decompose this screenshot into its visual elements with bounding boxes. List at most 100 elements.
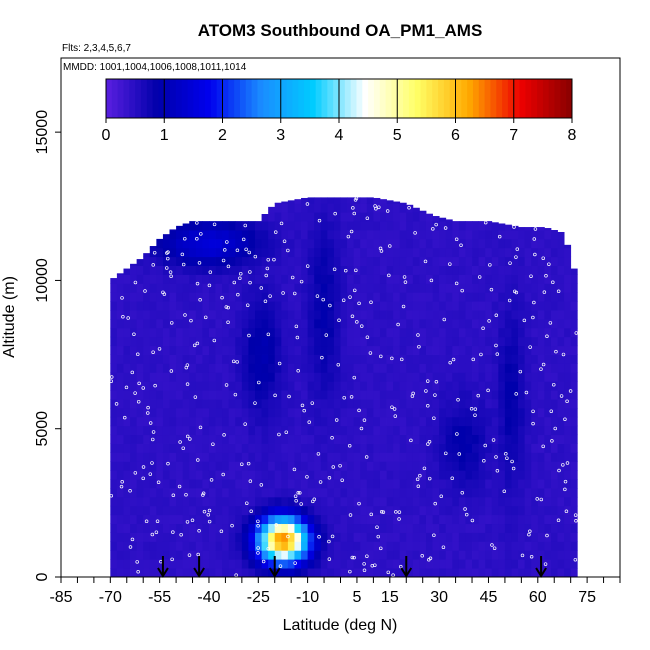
observation-point: [433, 393, 437, 397]
heatmap-cell: [412, 568, 420, 577]
observation-point: [169, 274, 173, 279]
heatmap-cell: [366, 514, 374, 525]
heatmap-cell: [189, 443, 197, 453]
heatmap-cell: [261, 256, 269, 266]
heatmap-cell: [110, 327, 118, 338]
heatmap-cell: [373, 327, 381, 338]
heatmap-cell: [393, 541, 401, 551]
heatmap-cell: [261, 559, 269, 569]
y-axis-label: Altitude (m): [1, 276, 18, 358]
observation-point: [420, 554, 424, 558]
observation-point: [349, 395, 354, 399]
heatmap-cell: [531, 523, 539, 533]
heatmap-cell: [162, 559, 170, 569]
heatmap-cell: [268, 372, 276, 382]
heatmap-cell: [406, 292, 414, 302]
colorbar-swatch: [135, 79, 142, 118]
heatmap-cell: [268, 318, 276, 329]
heatmap-cell: [287, 381, 295, 391]
heatmap-cell: [215, 550, 223, 560]
heatmap-cell: [360, 247, 368, 258]
heatmap-cell: [465, 310, 473, 320]
heatmap-cell: [537, 461, 545, 471]
heatmap-cell: [274, 345, 282, 355]
heatmap-cell: [301, 523, 309, 533]
heatmap-cell: [504, 230, 512, 240]
heatmap-cell: [261, 407, 269, 418]
heatmap-cell: [208, 230, 216, 240]
heatmap-cell: [222, 416, 230, 427]
heatmap-cell: [360, 327, 368, 338]
heatmap-cell: [511, 461, 519, 471]
observation-point: [545, 334, 549, 339]
heatmap-cell: [248, 238, 256, 249]
heatmap-cell: [189, 363, 197, 373]
heatmap-cell: [353, 354, 361, 364]
heatmap-cell: [353, 283, 361, 293]
heatmap-cell: [307, 283, 315, 293]
heatmap-cell: [307, 265, 315, 275]
heatmap-cell: [511, 372, 519, 382]
heatmap-cell: [373, 212, 381, 222]
heatmap-cell: [208, 274, 216, 284]
heatmap-cell: [327, 363, 335, 373]
heatmap-cell: [307, 425, 315, 436]
heatmap-cell: [189, 256, 197, 266]
heatmap-cell: [550, 523, 558, 533]
heatmap-cell: [202, 461, 210, 471]
heatmap-cell: [261, 399, 269, 409]
heatmap-cell: [511, 363, 519, 373]
heatmap-cell: [393, 399, 401, 409]
heatmap-cell: [485, 372, 493, 382]
observation-point: [460, 491, 465, 495]
heatmap-cell: [169, 568, 177, 577]
heatmap-cell: [557, 381, 565, 391]
heatmap-cell: [518, 354, 526, 364]
heatmap-cell: [123, 416, 131, 427]
heatmap-cell: [550, 496, 558, 507]
heatmap-cell: [557, 256, 565, 266]
heatmap-cell: [485, 381, 493, 391]
heatmap-cell: [327, 559, 335, 569]
heatmap-cell: [550, 292, 558, 302]
colorbar-swatch: [187, 79, 194, 118]
heatmap-cell: [222, 345, 230, 355]
heatmap-cell: [347, 256, 355, 266]
heatmap-cell: [524, 363, 532, 373]
observation-point: [531, 421, 535, 426]
x-tick-label: 75: [578, 589, 596, 606]
heatmap-cell: [320, 221, 328, 231]
heatmap-cell: [445, 443, 453, 453]
heatmap-cell: [393, 470, 401, 480]
heatmap-cell: [110, 416, 118, 427]
heatmap-cell: [162, 461, 170, 471]
observation-point: [224, 383, 229, 387]
heatmap-cell: [136, 479, 144, 489]
heatmap-cell: [314, 318, 322, 329]
heatmap-cell: [360, 345, 368, 355]
heatmap-cell: [498, 318, 506, 329]
heatmap-cell: [386, 265, 394, 275]
heatmap-cell: [287, 559, 295, 569]
heatmap-cell: [320, 550, 328, 560]
observation-point: [305, 475, 309, 479]
heatmap-cell: [202, 559, 210, 569]
heatmap-cell: [287, 238, 295, 249]
heatmap-cell: [261, 345, 269, 355]
heatmap-cell: [235, 443, 243, 453]
heatmap-cell: [327, 488, 335, 498]
heatmap-cell: [320, 532, 328, 542]
heatmap-cell: [518, 318, 526, 329]
heatmap-cell: [248, 479, 256, 489]
heatmap-cell: [130, 363, 138, 373]
heatmap-cell: [268, 416, 276, 427]
heatmap-cell: [320, 247, 328, 258]
observation-point: [207, 283, 212, 288]
heatmap-cell: [274, 310, 282, 320]
heatmap-cell: [393, 221, 401, 231]
heatmap-cell: [353, 568, 361, 577]
heatmap-cell: [208, 318, 216, 329]
heatmap-cell: [564, 390, 572, 400]
heatmap-cell: [485, 390, 493, 400]
heatmap-cell: [353, 407, 361, 418]
